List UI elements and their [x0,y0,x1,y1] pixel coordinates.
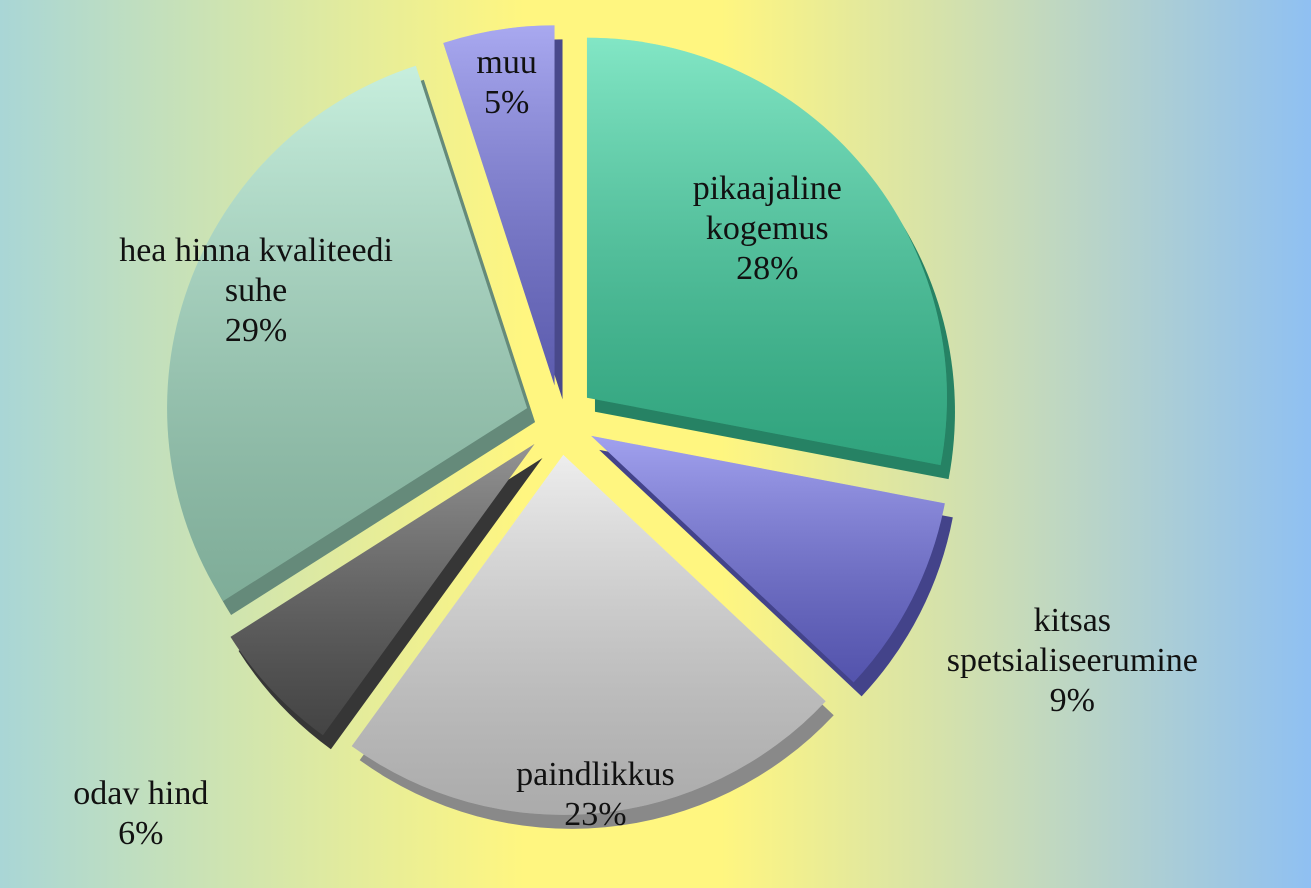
slice-shine [586,37,947,466]
slice-value: 28% [736,249,799,287]
slice-value: 29% [224,311,288,349]
slice-shine [591,435,945,683]
slice-value: 6% [118,814,164,852]
slice-value: 5% [483,84,530,122]
slice-shine [230,443,535,736]
slice-name: kitsas spetsialiseerumine [946,602,1198,680]
slice-name: paindlikkus [516,756,675,794]
slice-shine [351,454,826,815]
slice-name: muu [476,44,537,82]
slice-name: hea hinna kvaliteedi suhe [119,231,393,309]
slice-name: pikaajaline kogemus [692,169,842,247]
slice-value: 9% [1049,682,1095,720]
slice-name: odav hind [73,774,209,812]
slice-value: 23% [564,796,627,834]
slice-shine [167,65,528,602]
slice-shine [443,25,555,386]
